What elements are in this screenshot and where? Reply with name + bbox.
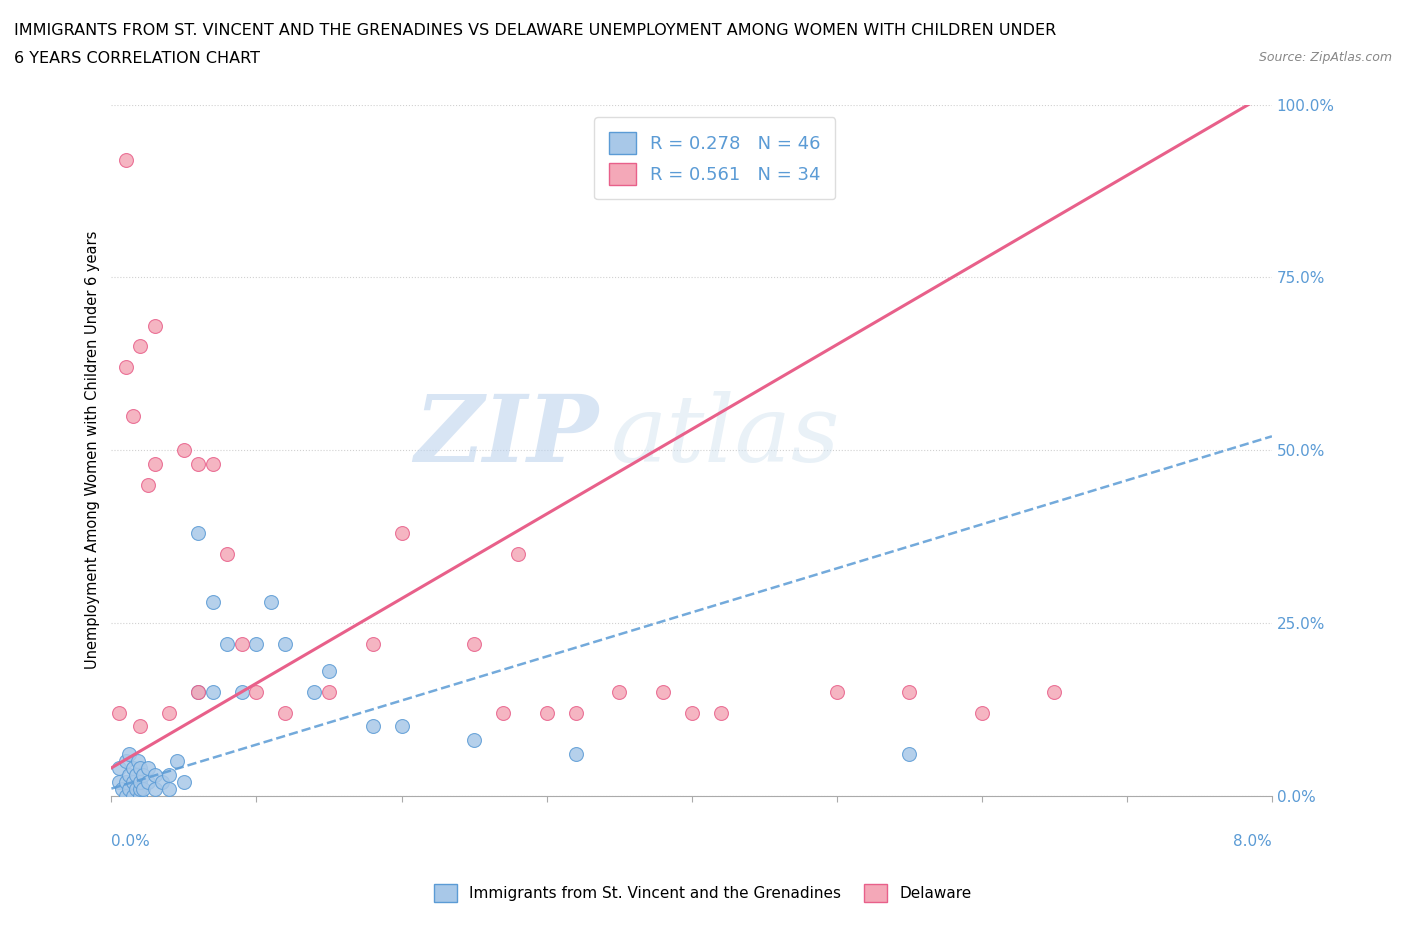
Point [122, 761, 145, 776]
Point [129, 339, 152, 354]
Point [825, 684, 848, 699]
Point [159, 705, 181, 720]
Point [159, 781, 181, 796]
Point [132, 781, 155, 796]
Point [970, 705, 993, 720]
Point [187, 457, 209, 472]
Point [391, 719, 413, 734]
Point [681, 705, 703, 720]
Text: IMMIGRANTS FROM ST. VINCENT AND THE GRENADINES VS DELAWARE UNEMPLOYMENT AMONG WO: IMMIGRANTS FROM ST. VINCENT AND THE GREN… [14, 23, 1056, 38]
Point [107, 775, 129, 790]
Point [187, 684, 209, 699]
Point [607, 684, 630, 699]
Point [187, 525, 209, 540]
Point [201, 684, 224, 699]
Point [122, 408, 145, 423]
Point [129, 781, 152, 796]
Point [564, 747, 586, 762]
Point [136, 775, 159, 790]
Point [245, 684, 267, 699]
Point [217, 636, 239, 651]
Point [107, 761, 129, 776]
Point [122, 775, 145, 790]
Point [173, 775, 195, 790]
Point [361, 719, 384, 734]
Point [115, 775, 138, 790]
Point [143, 318, 166, 333]
Legend: R = 0.278   N = 46, R = 0.561   N = 34: R = 0.278 N = 46, R = 0.561 N = 34 [595, 117, 835, 199]
Y-axis label: Unemployment Among Women with Children Under 6 years: Unemployment Among Women with Children U… [86, 231, 100, 670]
Point [391, 525, 413, 540]
Point [129, 719, 152, 734]
Point [118, 767, 141, 782]
Point [318, 684, 340, 699]
Point [898, 747, 921, 762]
Point [245, 636, 267, 651]
Point [710, 705, 733, 720]
Point [127, 753, 149, 768]
Point [201, 594, 224, 609]
Point [651, 684, 673, 699]
Point [118, 747, 141, 762]
Text: 6 YEARS CORRELATION CHART: 6 YEARS CORRELATION CHART [14, 51, 260, 66]
Point [115, 753, 138, 768]
Point [166, 753, 188, 768]
Point [129, 761, 152, 776]
Point [173, 443, 195, 458]
Text: Source: ZipAtlas.com: Source: ZipAtlas.com [1258, 51, 1392, 64]
Text: atlas: atlas [610, 392, 839, 482]
Point [304, 684, 326, 699]
Point [564, 705, 586, 720]
Point [1043, 684, 1066, 699]
Point [129, 775, 152, 790]
Point [274, 636, 297, 651]
Point [898, 684, 921, 699]
Point [143, 781, 166, 796]
Text: 8.0%: 8.0% [1233, 833, 1272, 848]
Point [118, 781, 141, 796]
Text: ZIP: ZIP [415, 392, 599, 482]
Point [125, 767, 148, 782]
Legend: Immigrants from St. Vincent and the Grenadines, Delaware: Immigrants from St. Vincent and the Gren… [429, 878, 977, 909]
Point [125, 781, 148, 796]
Point [115, 360, 138, 375]
Point [506, 546, 529, 561]
Point [129, 788, 152, 803]
Point [492, 705, 515, 720]
Point [361, 636, 384, 651]
Point [143, 457, 166, 472]
Point [217, 546, 239, 561]
Point [318, 664, 340, 679]
Point [231, 684, 253, 699]
Point [159, 767, 181, 782]
Point [132, 767, 155, 782]
Point [110, 781, 132, 796]
Point [187, 684, 209, 699]
Point [231, 636, 253, 651]
Point [122, 788, 145, 803]
Point [463, 733, 485, 748]
Point [150, 775, 173, 790]
Point [143, 767, 166, 782]
Point [136, 761, 159, 776]
Point [115, 788, 138, 803]
Point [107, 705, 129, 720]
Point [136, 477, 159, 492]
Point [274, 705, 297, 720]
Point [536, 705, 558, 720]
Point [260, 594, 283, 609]
Point [115, 153, 138, 167]
Point [463, 636, 485, 651]
Text: 0.0%: 0.0% [111, 833, 150, 848]
Point [201, 457, 224, 472]
